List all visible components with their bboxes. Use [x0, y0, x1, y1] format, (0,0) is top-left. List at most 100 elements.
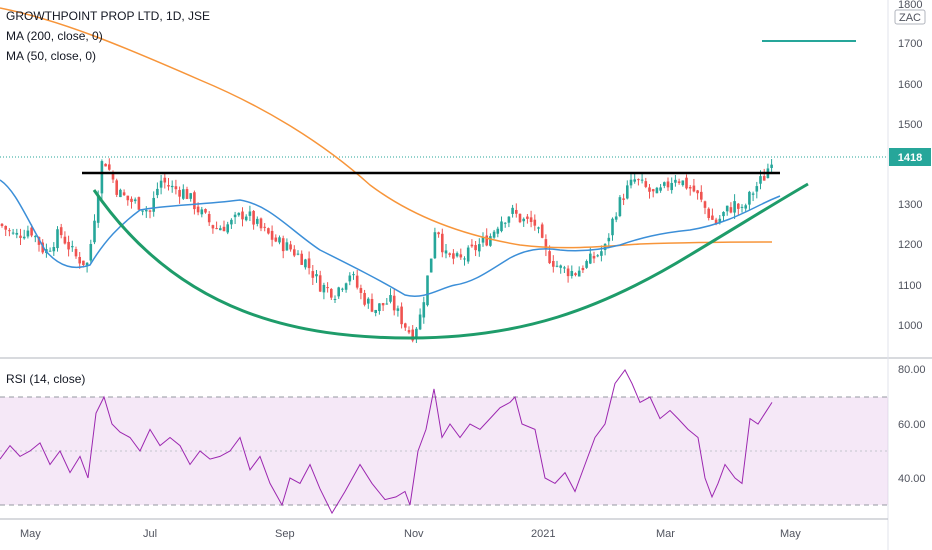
candle-body	[185, 189, 189, 199]
candle-body	[640, 179, 644, 181]
candle-body	[326, 287, 329, 289]
candle-body	[729, 207, 733, 213]
candle-body	[352, 274, 355, 276]
candle-body	[71, 246, 74, 248]
candle-body	[259, 218, 263, 229]
candle-body	[148, 210, 152, 212]
candle-body	[193, 192, 196, 210]
candle-body	[115, 180, 118, 195]
candle-body	[89, 244, 93, 261]
candle-body	[651, 189, 655, 192]
candle-body	[492, 231, 496, 238]
time-axis[interactable]: May Jul Sep Nov 2021 Mar May	[20, 528, 801, 540]
symbol-title[interactable]: GROWTHPOINT PROP LTD, 1D, JSE	[6, 9, 211, 23]
rsi-legend[interactable]: RSI (14, close)	[6, 372, 86, 386]
candle-body	[178, 189, 181, 197]
candle-body	[500, 221, 503, 232]
candle-body	[452, 253, 455, 259]
candle-body	[267, 228, 270, 234]
candle-body	[759, 176, 762, 184]
candle-body	[48, 250, 52, 252]
candle-body	[385, 303, 389, 305]
candle-body	[78, 256, 81, 264]
candle-body	[577, 270, 581, 277]
candle-body	[163, 177, 167, 183]
candle-body	[22, 236, 26, 239]
candle-body	[145, 210, 148, 212]
candle-body	[548, 251, 551, 264]
candle-body	[307, 258, 311, 269]
candle-body	[200, 209, 204, 215]
candle-body	[707, 208, 710, 218]
ma50-legend[interactable]: MA (50, close, 0)	[6, 49, 97, 63]
candle-body	[137, 197, 141, 210]
candle-body	[392, 295, 396, 311]
time-tick-2021: 2021	[531, 528, 555, 540]
candle-body	[119, 189, 122, 198]
price-tick-1700: 1700	[898, 38, 922, 50]
time-tick-sep: Sep	[275, 528, 295, 540]
candle-body	[589, 253, 592, 264]
candle-body	[378, 303, 381, 312]
price-tick-1300: 1300	[898, 199, 922, 211]
candle-body	[415, 328, 418, 338]
candle-body	[692, 185, 696, 192]
candle-body	[770, 164, 773, 168]
candle-body	[389, 295, 392, 302]
candle-body	[552, 261, 555, 267]
candle-body	[685, 177, 688, 189]
candle-body	[196, 206, 200, 213]
candle-body	[278, 237, 281, 243]
time-tick-nov: Nov	[404, 528, 424, 540]
candle-body	[189, 193, 192, 199]
candle-body	[211, 225, 215, 229]
candle-body	[30, 227, 33, 236]
candle-body	[570, 270, 574, 277]
candle-body	[629, 179, 633, 186]
candle-body	[300, 253, 303, 265]
candle-body	[666, 181, 670, 188]
candle-body	[470, 244, 474, 247]
candle-body	[478, 244, 481, 252]
price-tick-1200: 1200	[898, 239, 922, 251]
rsi-axis[interactable]: 80.00 60.00 40.00	[898, 364, 926, 485]
candle-body	[85, 262, 89, 266]
candle-body	[167, 185, 170, 187]
candle-body	[466, 247, 470, 262]
candle-body	[600, 251, 603, 256]
ma200-legend[interactable]: MA (200, close, 0)	[6, 29, 103, 43]
candle-body	[404, 323, 407, 328]
candle-body	[611, 218, 614, 236]
candle-body	[422, 302, 426, 318]
candle-body	[522, 218, 525, 222]
candle-body	[59, 227, 63, 236]
candle-body	[533, 219, 537, 226]
price-axis[interactable]: 1800 1700 1600 1500 1300 1200 1100 1000	[898, 0, 922, 332]
currency-badge[interactable]	[894, 9, 926, 25]
candle-body	[111, 172, 115, 180]
price-tick-1100: 1100	[898, 280, 922, 292]
candle-body	[441, 233, 444, 253]
candle-body	[563, 267, 566, 269]
candle-body	[248, 211, 252, 216]
candle-body	[133, 199, 137, 202]
candle-body	[474, 245, 477, 251]
candle-body	[592, 255, 596, 259]
last-price-label: 1418	[898, 152, 922, 164]
candle-body	[293, 249, 296, 256]
price-tick-1500: 1500	[898, 119, 922, 131]
candle-body	[215, 228, 218, 230]
candle-body	[585, 261, 588, 268]
candle-body	[537, 227, 540, 229]
candle-body	[663, 182, 666, 186]
price-tick-1600: 1600	[898, 79, 922, 91]
rsi-line	[0, 369, 773, 515]
rsi-tick-60: 60.00	[898, 419, 926, 431]
candle-body	[681, 180, 685, 186]
candle-body	[182, 189, 185, 199]
rsi-tick-40: 40.00	[898, 473, 926, 485]
candle-body	[596, 255, 599, 257]
price-tick-1000: 1000	[898, 320, 922, 332]
cup-arc[interactable]	[92, 182, 809, 340]
